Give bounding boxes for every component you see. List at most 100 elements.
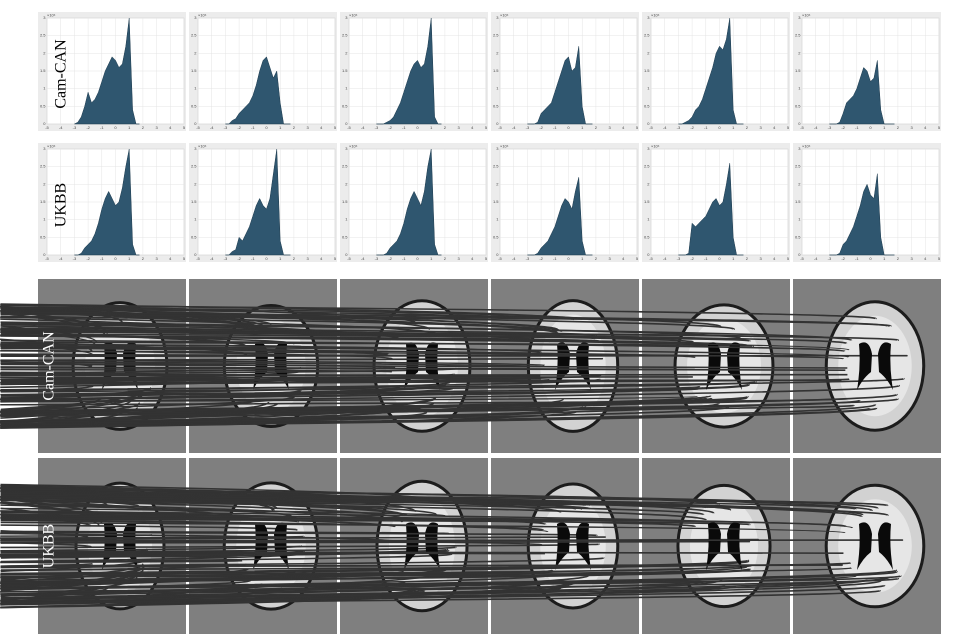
y-tick-label: 2 xyxy=(345,181,348,186)
x-tick-label: -3 xyxy=(677,256,681,261)
y-tick-label: 1.5 xyxy=(795,68,801,73)
y-tick-label: 0 xyxy=(194,121,197,126)
y-tick-label: 0.5 xyxy=(795,103,801,108)
sulcus xyxy=(0,556,605,568)
axis-multiplier: ×10⁴ xyxy=(802,13,811,18)
sulcus xyxy=(0,579,882,605)
sulcus xyxy=(0,567,700,576)
x-tick-label: 2 xyxy=(897,256,900,261)
y-tick-label: 0.5 xyxy=(795,234,801,239)
y-tick-label: 1.5 xyxy=(795,199,801,204)
sulcus xyxy=(0,330,694,343)
x-tick-label: 4 xyxy=(471,256,474,261)
y-tick-label: 2 xyxy=(647,181,650,186)
x-tick-label: -4 xyxy=(663,125,667,130)
y-tick-label: 2.5 xyxy=(795,164,801,169)
x-tick-label: 5 xyxy=(636,125,639,130)
y-tick-label: 1 xyxy=(345,217,348,222)
y-tick-label: 2 xyxy=(194,50,197,55)
y-tick-label: 0 xyxy=(647,252,650,257)
x-tick-label: 3 xyxy=(457,125,460,130)
sulcus xyxy=(0,536,606,540)
x-tick-label: -3 xyxy=(828,256,832,261)
x-tick-label: -3 xyxy=(224,125,228,130)
y-tick-label: 2.5 xyxy=(493,33,499,38)
axis-multiplier: ×10⁴ xyxy=(198,13,207,18)
x-tick-label: 5 xyxy=(485,256,488,261)
x-tick-label: 3 xyxy=(759,125,762,130)
x-tick-label: 2 xyxy=(444,256,447,261)
x-tick-label: 2 xyxy=(142,125,145,130)
x-tick-label: -3 xyxy=(828,125,832,130)
sulcus xyxy=(0,576,890,600)
x-tick-label: 2 xyxy=(293,125,296,130)
ventricles xyxy=(555,522,591,570)
x-tick-label: 3 xyxy=(155,256,158,261)
y-tick-label: 1.5 xyxy=(493,68,499,73)
axis-multiplier: ×10⁴ xyxy=(349,144,358,149)
x-tick-label: 4 xyxy=(320,125,323,130)
x-tick-label: 1 xyxy=(581,256,584,261)
x-tick-label: 3 xyxy=(910,256,913,261)
y-tick-label: 1 xyxy=(798,217,801,222)
row-label: UKBB xyxy=(53,183,70,227)
y-tick-label: 3 xyxy=(798,146,801,151)
axis-multiplier: ×10⁴ xyxy=(47,13,56,18)
x-tick-label: 3 xyxy=(759,256,762,261)
y-tick-label: 0 xyxy=(345,121,348,126)
sulcus xyxy=(0,565,748,584)
x-tick-label: -1 xyxy=(251,125,255,130)
x-tick-label: 3 xyxy=(306,125,309,130)
sulcus xyxy=(0,329,848,345)
x-tick-label: 0 xyxy=(416,256,419,261)
histogram-area xyxy=(678,17,744,125)
x-tick-label: 5 xyxy=(636,256,639,261)
y-tick-label: 2 xyxy=(345,50,348,55)
x-tick-label: 2 xyxy=(293,256,296,261)
x-tick-label: -2 xyxy=(841,125,845,130)
y-tick-label: 0.5 xyxy=(40,103,46,108)
sulcus xyxy=(0,407,878,428)
y-tick-label: 2.5 xyxy=(40,164,46,169)
sulcus xyxy=(0,494,857,510)
x-tick-label: 1 xyxy=(279,125,282,130)
y-tick-label: 0 xyxy=(798,121,801,126)
x-tick-label: 2 xyxy=(746,256,749,261)
x-tick-label: 5 xyxy=(183,256,186,261)
x-tick-label: 2 xyxy=(595,125,598,130)
x-tick-label: -4 xyxy=(59,256,63,261)
histogram-area xyxy=(225,56,291,125)
x-tick-label: 3 xyxy=(457,256,460,261)
x-tick-label: -1 xyxy=(704,256,708,261)
y-tick-label: 0.5 xyxy=(191,103,197,108)
x-tick-label: 1 xyxy=(883,125,886,130)
x-tick-label: -5 xyxy=(196,256,200,261)
y-tick-label: 2 xyxy=(496,181,499,186)
y-tick-label: 1.5 xyxy=(644,199,650,204)
sulcus xyxy=(0,399,861,417)
sulcus xyxy=(0,350,845,360)
y-tick-label: 0 xyxy=(496,121,499,126)
sulcus xyxy=(0,521,846,534)
y-tick-label: 2.5 xyxy=(40,33,46,38)
sulcus xyxy=(0,373,848,377)
x-tick-label: -4 xyxy=(361,256,365,261)
x-tick-label: -5 xyxy=(649,125,653,130)
x-tick-label: 0 xyxy=(869,256,872,261)
histogram-area xyxy=(376,148,442,256)
x-tick-label: 0 xyxy=(567,256,570,261)
x-tick-label: 4 xyxy=(773,256,776,261)
x-tick-label: 1 xyxy=(732,256,735,261)
axis-multiplier: ×10⁴ xyxy=(802,144,811,149)
x-tick-label: -1 xyxy=(402,256,406,261)
sulcus xyxy=(0,383,750,401)
x-tick-label: 2 xyxy=(897,125,900,130)
x-tick-label: -5 xyxy=(45,256,49,261)
x-tick-label: -5 xyxy=(347,256,351,261)
x-tick-label: 5 xyxy=(183,125,186,130)
x-tick-label: 1 xyxy=(279,256,282,261)
x-tick-label: -4 xyxy=(210,125,214,130)
sulcus xyxy=(0,550,844,554)
sulcus xyxy=(0,562,852,571)
histogram-area xyxy=(527,46,593,125)
